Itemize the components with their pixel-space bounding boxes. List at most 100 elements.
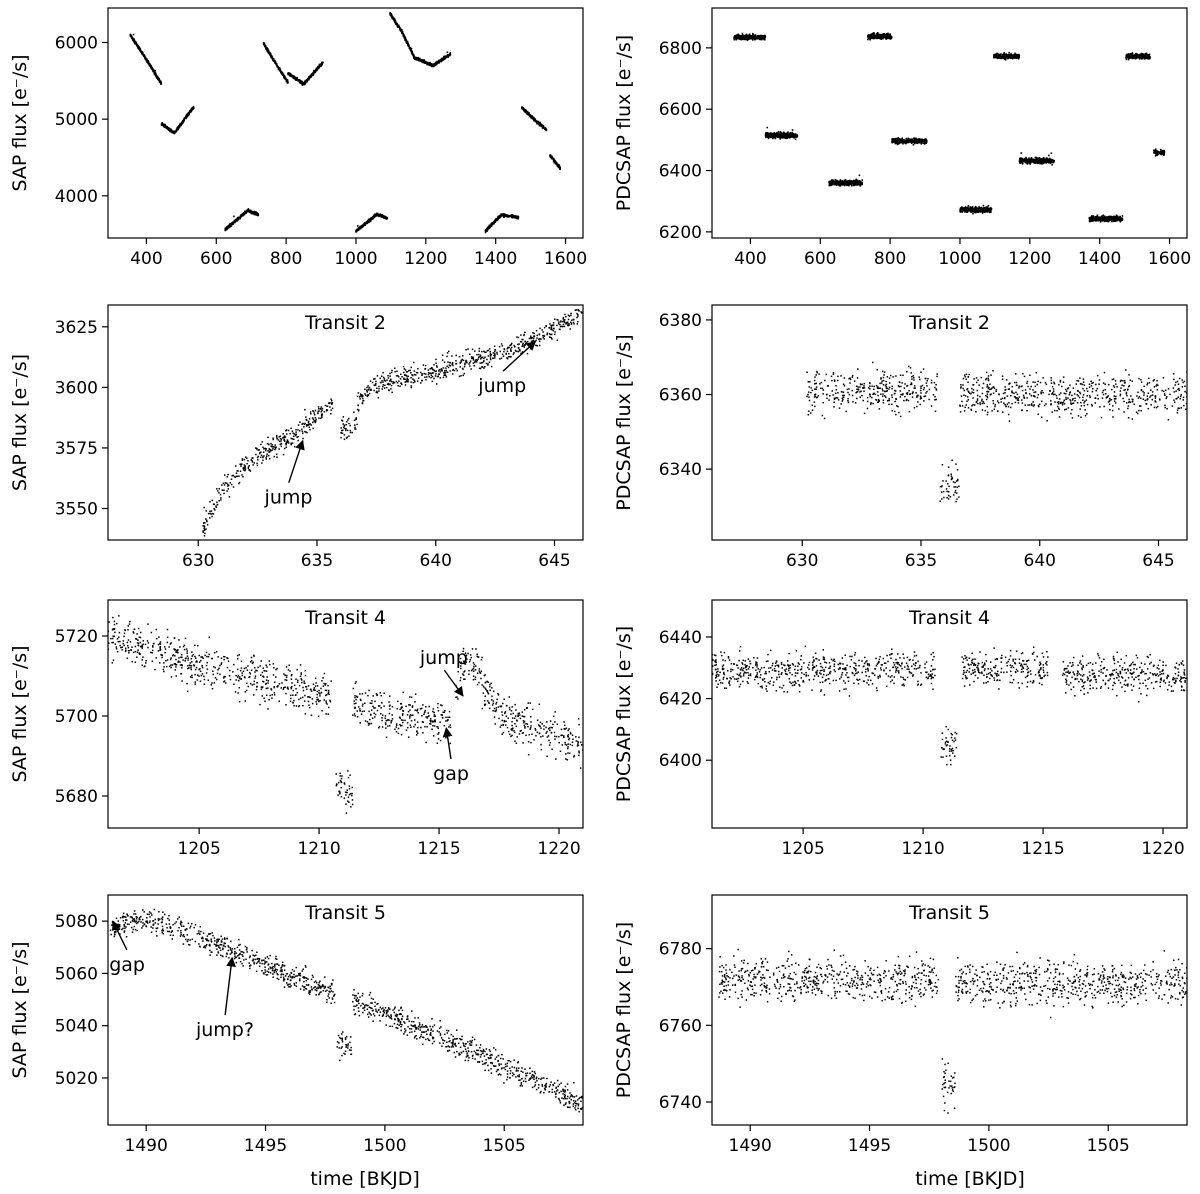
sap-full-point (412, 54, 415, 57)
sap-full-point (233, 219, 236, 222)
sap-full-point (177, 126, 180, 129)
pdc-full-point (858, 183, 861, 186)
sap-full-point (393, 18, 396, 21)
sap-full-point (424, 62, 426, 64)
sap-full-point (181, 120, 184, 123)
pdc-full-point (886, 33, 889, 36)
sap-full-point (411, 50, 413, 53)
pdc-full-point (840, 183, 843, 185)
sap-full-point (425, 62, 428, 65)
pdc-full-point (834, 183, 836, 186)
sap-full-point (279, 70, 282, 72)
sap-full-point (421, 59, 423, 62)
sap-full-point (541, 124, 544, 127)
pdc-full-point (783, 132, 785, 134)
sap-full-point (434, 64, 437, 67)
sap-full-point (403, 34, 405, 37)
sap-full-point (556, 164, 558, 166)
sap-full-point (133, 40, 136, 42)
pdc-full-point (791, 134, 794, 137)
sap-full-point (404, 38, 407, 40)
sap-full-point (400, 31, 403, 34)
pdc-full-point (736, 34, 738, 37)
sap-full-point (236, 220, 238, 222)
pdc-full-point (841, 180, 844, 183)
sap-full-point (299, 81, 302, 83)
pdc-full-point (889, 35, 892, 37)
sap-full-point (522, 108, 525, 110)
pdc-full-point (853, 179, 855, 182)
sap-full-point (429, 64, 432, 67)
pdc-full-point (898, 142, 901, 144)
pdc-full-point (748, 37, 751, 40)
pdc-full-point (871, 36, 874, 39)
sap-full-point (419, 59, 421, 62)
pdc-full-point (851, 180, 853, 183)
pdc-full-point (745, 33, 748, 36)
pdc-full-point (909, 141, 912, 143)
pdc-full-point (856, 182, 859, 184)
pdc-full-point (794, 138, 797, 141)
sap-full-point (301, 83, 304, 85)
pdc-full-point (767, 136, 769, 138)
pdc-full-point (772, 137, 774, 140)
pdc-full-point (891, 141, 894, 144)
pdc-full-points (733, 32, 1166, 223)
sap-full-point (418, 58, 421, 61)
pdc-full-point (838, 182, 841, 184)
pdc-full-point (759, 37, 761, 40)
pdc-full-point (793, 136, 795, 139)
sap-full-point (176, 129, 178, 131)
sap-full-segment-12 (549, 154, 562, 171)
sap-full-point (385, 218, 388, 220)
sap-full-point (151, 68, 154, 70)
sap-full-point (502, 215, 505, 217)
pdc-full-point (785, 133, 787, 136)
pdc-full-point (920, 141, 923, 143)
sap-full-point (176, 126, 179, 129)
pdc-full-point (986, 206, 988, 208)
pdc-full-point (768, 135, 770, 137)
sap-full-point (314, 70, 317, 72)
sap-full-point (226, 227, 229, 230)
sap-full-point (381, 215, 384, 217)
panel-pdc-full: 400 600 800 1000 1200 1400 1600620064006600680… (613, 7, 1191, 269)
sap-full-point (254, 213, 257, 216)
sap-full-point (155, 75, 158, 78)
sap-full-point (506, 214, 508, 217)
pdc-full-point (844, 183, 847, 186)
sap-full-point (373, 216, 375, 218)
pdc-full-point (886, 36, 888, 39)
sap-full-point (517, 216, 520, 219)
pdc-full-point (835, 184, 838, 187)
pdc-full-point (787, 135, 790, 137)
sap-full-point (554, 162, 557, 165)
pdc-full-point (738, 37, 741, 40)
pdc-full-point (859, 185, 862, 187)
sap-full-point (369, 218, 372, 221)
pdc-full-point (837, 183, 840, 186)
pdc-full-point (778, 136, 781, 139)
sap-full-point (311, 74, 313, 77)
sap-full-point (521, 106, 523, 109)
pdc-full-point (895, 141, 898, 143)
pdc-full-point (906, 140, 909, 143)
sap-full-point (404, 39, 406, 41)
sap-full-point (391, 16, 394, 19)
sap-full-point (270, 55, 273, 57)
pdc-full-point (779, 131, 782, 133)
pdc-full-point (751, 35, 754, 37)
sap-full-point (156, 77, 159, 80)
sap-full-point (147, 62, 150, 65)
sap-full-point (552, 158, 555, 160)
pdc-full-point (830, 181, 832, 184)
pdc-full-point (829, 180, 832, 183)
sap-full-point (534, 119, 537, 122)
sap-full-point (144, 57, 147, 60)
pdc-full-point (778, 133, 781, 136)
sap-full-point (154, 72, 156, 74)
pdc-full-point (733, 36, 735, 39)
sap-full-point (444, 55, 447, 58)
sap-full-point (421, 61, 424, 63)
